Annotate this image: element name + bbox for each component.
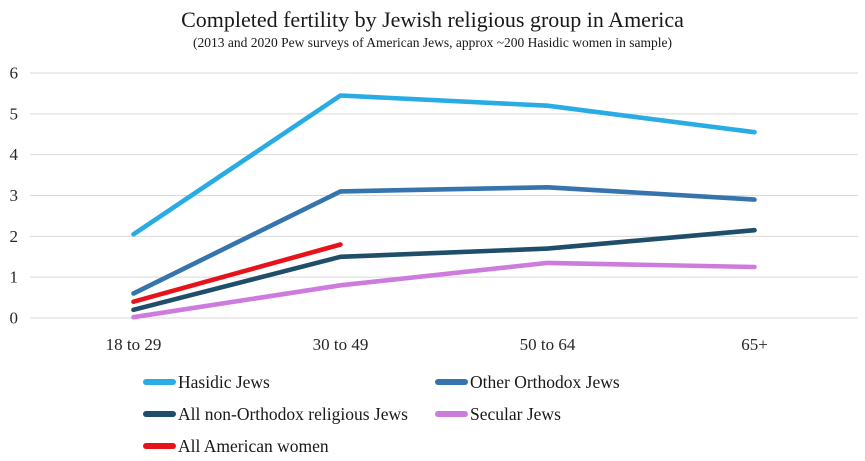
legend-swatch-all-american-women bbox=[143, 443, 176, 449]
y-tick-label-1: 1 bbox=[10, 268, 19, 287]
y-tick-label-6: 6 bbox=[10, 64, 19, 83]
series-line-other-orthodox-jews bbox=[131, 185, 757, 296]
series-line-all-non-orthodox-religious-jews bbox=[131, 227, 757, 313]
x-tick-label-50-to-64: 50 to 64 bbox=[520, 335, 576, 354]
legend-swatch-secular-jews bbox=[435, 411, 468, 417]
series-line-secular-jews bbox=[131, 260, 757, 320]
legend-label-all-non-orthodox-religious-jews: All non-Orthodox religious Jews bbox=[178, 404, 408, 424]
y-tick-label-0: 0 bbox=[10, 309, 19, 328]
legend-label-other-orthodox-jews: Other Orthodox Jews bbox=[470, 372, 620, 392]
series-line-hasidic-jews bbox=[131, 93, 757, 237]
series-line-all-american-women bbox=[131, 242, 343, 305]
legend-item-all-american-women: All American women bbox=[143, 436, 329, 456]
legend-item-all-non-orthodox-religious-jews: All non-Orthodox religious Jews bbox=[143, 404, 408, 424]
chart-subtitle: (2013 and 2020 Pew surveys of American J… bbox=[193, 35, 672, 50]
y-tick-label-4: 4 bbox=[10, 145, 19, 164]
legend-label-hasidic-jews: Hasidic Jews bbox=[178, 372, 270, 392]
legend-label-secular-jews: Secular Jews bbox=[470, 404, 561, 424]
legend-swatch-hasidic-jews bbox=[143, 379, 176, 385]
legend-item-other-orthodox-jews: Other Orthodox Jews bbox=[435, 372, 620, 392]
y-tick-label-3: 3 bbox=[10, 186, 19, 205]
chart-title: Completed fertility by Jewish religious … bbox=[181, 7, 684, 32]
y-tick-label-2: 2 bbox=[10, 227, 19, 246]
legend-label-all-american-women: All American women bbox=[178, 436, 329, 456]
y-tick-label-5: 5 bbox=[10, 104, 19, 123]
legend-swatch-other-orthodox-jews bbox=[435, 379, 468, 385]
legend-item-secular-jews: Secular Jews bbox=[435, 404, 561, 424]
x-tick-label-65: 65+ bbox=[741, 335, 768, 354]
legend-swatch-all-non-orthodox-religious-jews bbox=[143, 411, 176, 417]
x-tick-label-18-to-29: 18 to 29 bbox=[106, 335, 162, 354]
legend-item-hasidic-jews: Hasidic Jews bbox=[143, 372, 270, 392]
x-tick-label-30-to-49: 30 to 49 bbox=[313, 335, 369, 354]
